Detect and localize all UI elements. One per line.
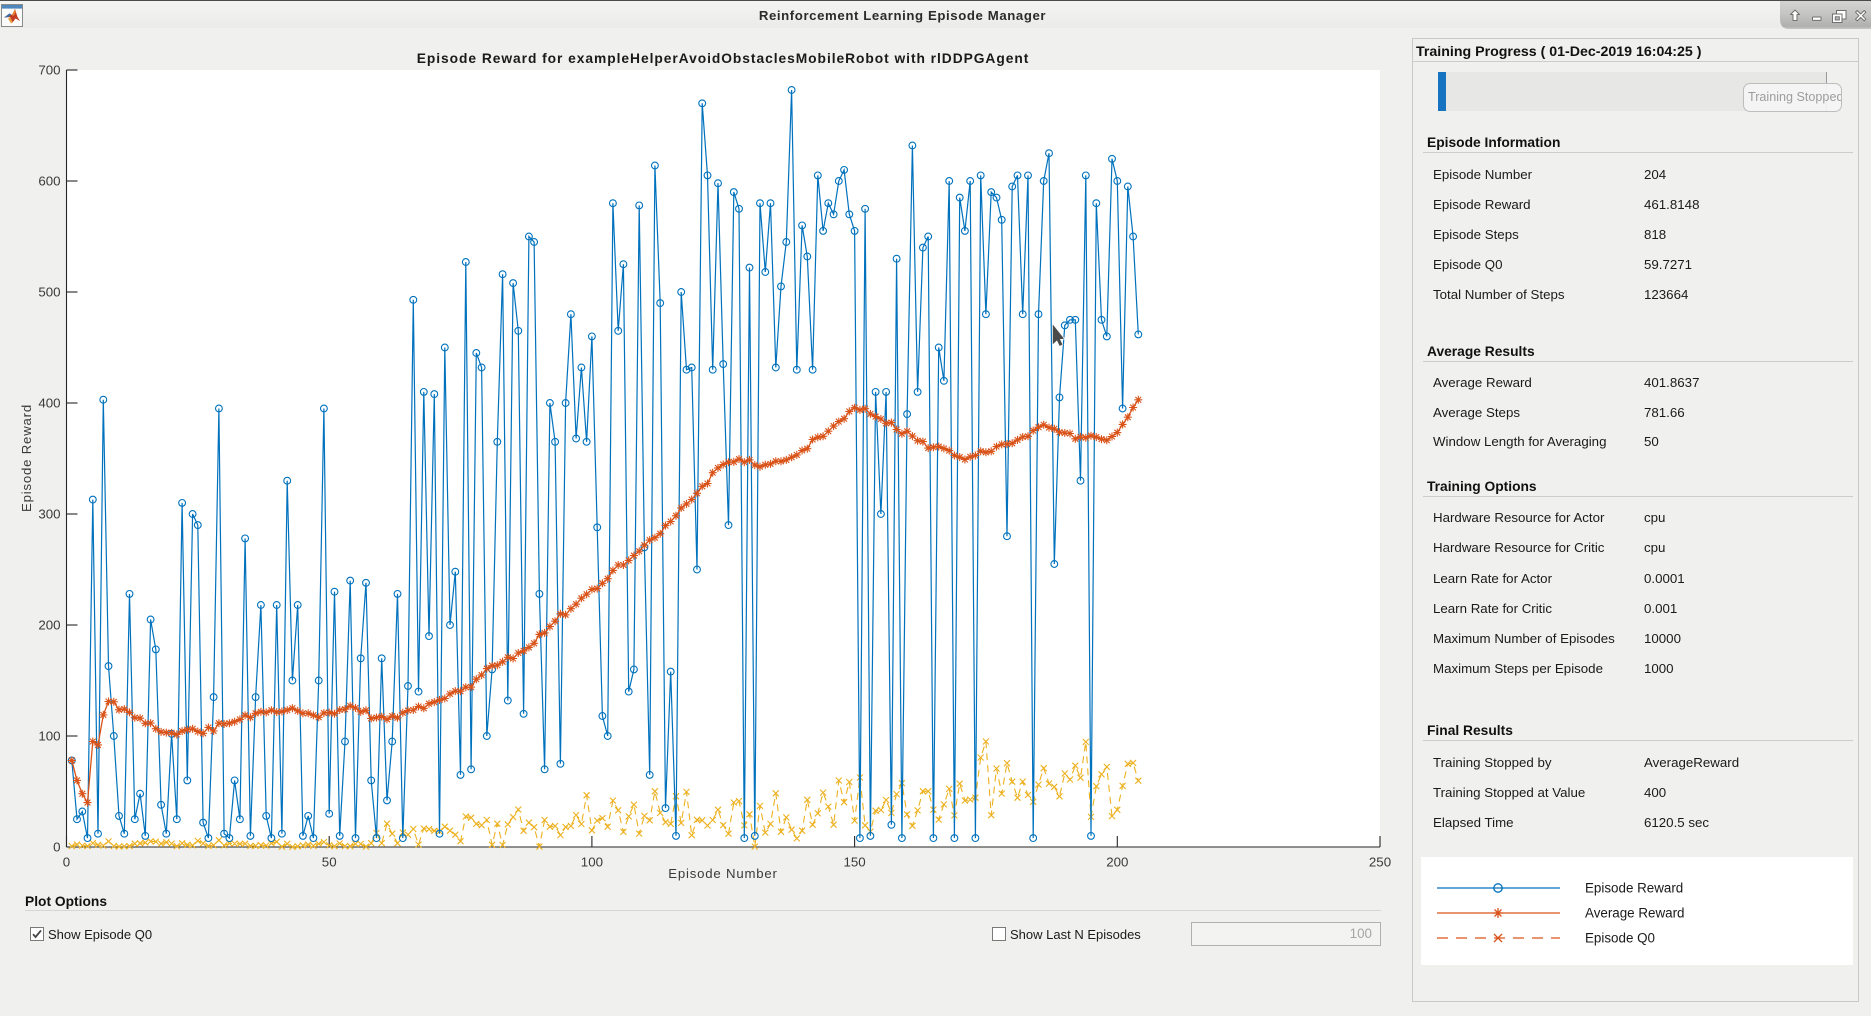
svg-text:Episode Reward for exampleHelp: Episode Reward for exampleHelperAvoidObs… (417, 51, 1030, 66)
svg-text:500: 500 (38, 285, 60, 300)
svg-text:Episode Q0: Episode Q0 (1585, 931, 1655, 946)
svg-text:600: 600 (38, 174, 60, 189)
svg-text:Episode Reward: Episode Reward (1585, 881, 1683, 896)
svg-text:250: 250 (1369, 855, 1391, 870)
svg-text:150: 150 (844, 855, 866, 870)
svg-text:50: 50 (322, 855, 337, 870)
svg-text:700: 700 (38, 63, 60, 78)
svg-text:100: 100 (581, 855, 603, 870)
svg-text:200: 200 (1106, 855, 1128, 870)
svg-text:100: 100 (38, 729, 60, 744)
svg-text:400: 400 (38, 396, 60, 411)
svg-text:200: 200 (38, 618, 60, 633)
svg-text:0: 0 (63, 855, 70, 870)
svg-text:0: 0 (53, 840, 60, 855)
svg-text:Episode Reward: Episode Reward (19, 404, 34, 512)
svg-text:Episode Number: Episode Number (668, 866, 777, 881)
svg-text:Average Reward: Average Reward (1585, 906, 1685, 921)
svg-text:300: 300 (38, 507, 60, 522)
